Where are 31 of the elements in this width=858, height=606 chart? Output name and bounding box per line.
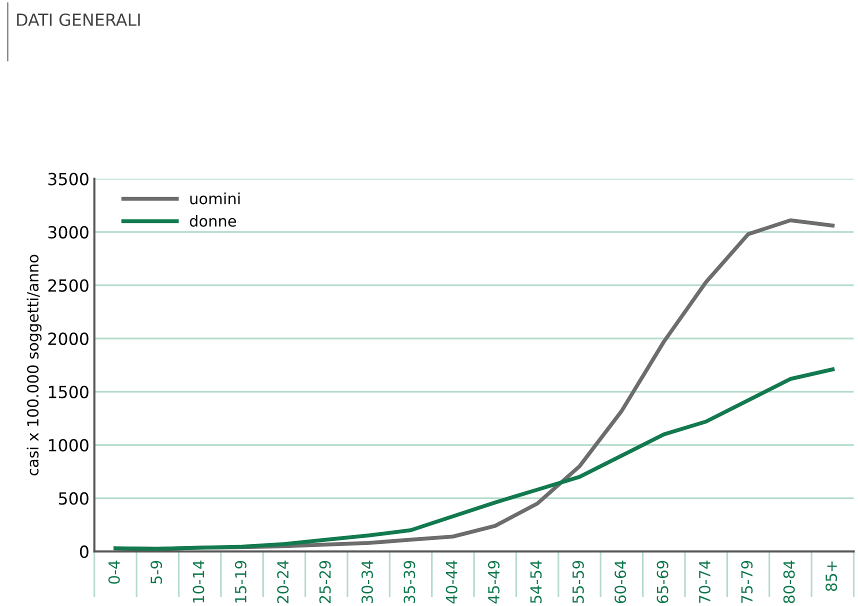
y-tick-label: 3500: [48, 172, 88, 186]
x-tick-label: 54-54: [530, 560, 542, 604]
y-tick-label: 500: [58, 492, 88, 505]
x-tick-label: 80-84: [783, 560, 795, 604]
x-tick-label: 55-59: [572, 560, 584, 604]
x-tick-label: 25-29: [319, 560, 331, 604]
y-tick-label: 1500: [48, 386, 88, 398]
legend-label: uomini: [190, 192, 240, 204]
x-tick-label: 15-19: [234, 560, 246, 603]
x-tick-label: 70-74: [698, 560, 710, 603]
x-tick-label: 75-79: [741, 560, 753, 603]
x-tick-label: 85+: [825, 561, 838, 591]
x-tick-label: 45-49: [488, 560, 500, 604]
y-tick-label: 0: [80, 545, 88, 558]
x-tick-label: 5-9: [150, 560, 162, 584]
y-tick-label: 3000: [48, 226, 88, 239]
x-tick-label: 40-44: [446, 560, 458, 604]
x-tick-label: 35-39: [404, 560, 416, 604]
x-tick-label: 10-14: [192, 560, 204, 603]
text: DATI GENERALI: [17, 13, 140, 26]
line-series: [114, 367, 835, 551]
y-tick-label: 2000: [48, 332, 88, 346]
y-tick-label: 2500: [48, 279, 88, 292]
y-axis-title: casi x 100.000 soggetti/anno: [26, 254, 42, 476]
x-tick-label: 20-24: [277, 560, 289, 604]
x-tick-label: 30-34: [361, 560, 374, 604]
legend-label: donne: [190, 214, 236, 227]
x-tick-label: 65-69: [656, 560, 668, 604]
y-tick-label: 1000: [48, 438, 88, 452]
x-tick-label: 60-64: [614, 560, 626, 604]
x-tick-label: 0-4: [108, 560, 120, 584]
